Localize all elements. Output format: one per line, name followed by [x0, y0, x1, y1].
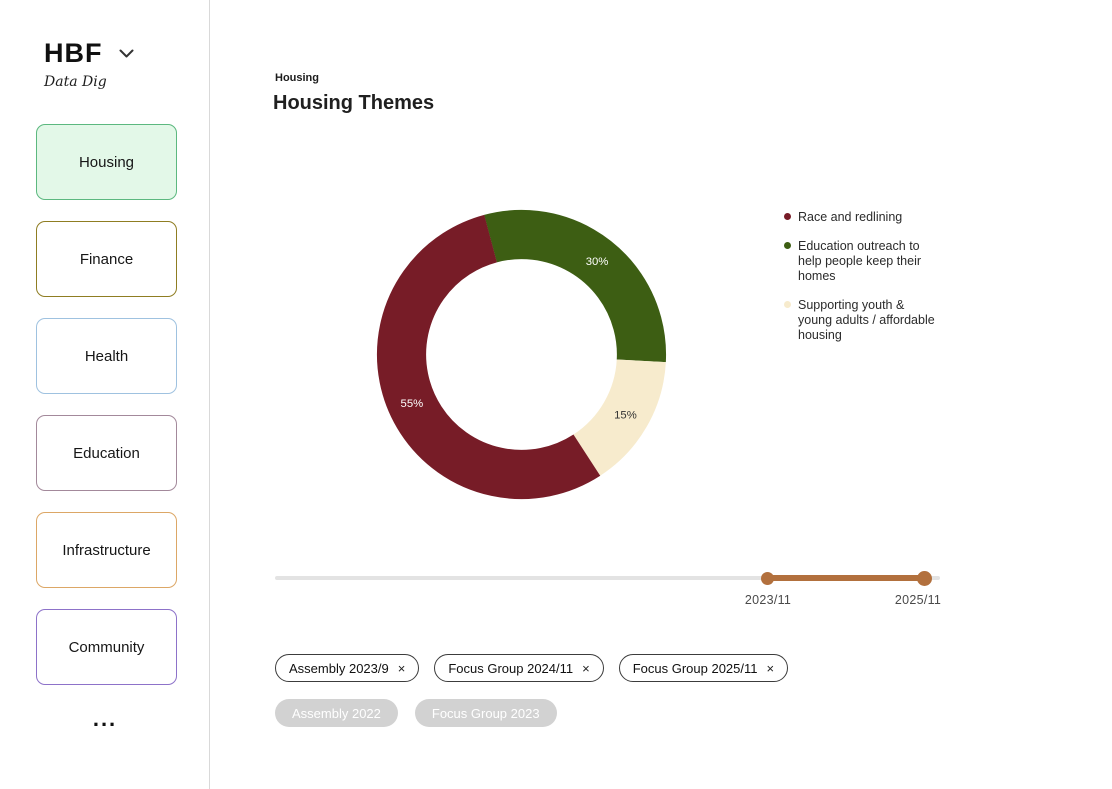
logo-row: HBF — [44, 38, 134, 69]
timeline-handle-start[interactable] — [761, 572, 774, 585]
logo: HBF — [44, 38, 103, 68]
chevron-down-icon[interactable] — [119, 49, 134, 59]
legend-dot-icon — [784, 242, 791, 249]
donut-segment-value-label: 30% — [586, 256, 609, 268]
sidebar-item-housing[interactable]: Housing — [36, 124, 177, 200]
donut-chart: 30% 15% 55% — [374, 207, 669, 502]
sidebar-item-infrastructure[interactable]: Infrastructure — [36, 512, 177, 588]
filter-chip-active[interactable]: Assembly 2023/9 × — [275, 654, 420, 682]
filter-chip-inactive[interactable]: Focus Group 2023 — [414, 699, 557, 727]
inactive-filter-chips: Assembly 2022 Focus Group 2023 — [275, 699, 557, 727]
timeline-handle-end[interactable] — [917, 571, 932, 586]
remove-filter-icon[interactable]: × — [582, 660, 590, 676]
legend-label: Supporting youth & young adults / afford… — [798, 298, 935, 342]
sidebar-nav: Housing Finance Health Education Infrastruct… — [36, 124, 177, 685]
legend-label: Education outreach to help people keep t… — [798, 239, 922, 283]
sidebar-more-button[interactable]: ... — [92, 706, 118, 731]
timeline-end-label: 2025/11 — [894, 593, 942, 607]
filter-chip-label: Assembly 2023/9 — [289, 660, 389, 676]
legend-item: Supporting youth & young adults / afford… — [784, 298, 936, 343]
legend-dot-icon — [784, 301, 791, 308]
donut-segment-3[interactable] — [374, 207, 669, 502]
donut-segment-value-label: 55% — [401, 398, 424, 410]
logo-subtitle: Data Dig — [44, 74, 107, 90]
legend-item: Race and redlining — [784, 210, 936, 225]
filter-chip-label: Focus Group 2024/11 — [448, 660, 574, 676]
sidebar-item-health[interactable]: Health — [36, 318, 177, 394]
sidebar-item-education[interactable]: Education — [36, 415, 177, 491]
legend-dot-icon — [784, 213, 791, 220]
breadcrumb[interactable]: Housing — [275, 72, 319, 84]
remove-filter-icon[interactable]: × — [766, 660, 775, 676]
filter-chip-label: Focus Group 2025/11 — [632, 660, 758, 676]
page-title: Housing Themes — [273, 92, 435, 114]
filter-chip-active[interactable]: Focus Group 2024/11 × — [434, 654, 604, 682]
filter-chip-active[interactable]: Focus Group 2025/11 × — [618, 654, 789, 682]
remove-filter-icon[interactable]: × — [397, 660, 406, 676]
timeline-slider-track[interactable] — [275, 576, 940, 580]
timeline-start-label: 2023/11 — [744, 593, 792, 607]
chart-legend: Race and redlining Education outreach to … — [784, 210, 936, 343]
sidebar-item-community[interactable]: Community — [36, 609, 177, 685]
donut-segment-value-label: 15% — [614, 409, 637, 421]
filter-chip-inactive[interactable]: Assembly 2022 — [275, 699, 398, 727]
sidebar: HBF Data Dig Housing Finance Health Educati… — [0, 0, 210, 789]
legend-item: Education outreach to help people keep t… — [784, 239, 936, 284]
sidebar-item-finance[interactable]: Finance — [36, 221, 177, 297]
active-filter-chips: Assembly 2023/9 × Focus Group 2024/11 × Focu… — [275, 654, 789, 682]
legend-label: Race and redlining — [798, 210, 903, 224]
timeline-slider-range[interactable] — [766, 575, 926, 581]
donut-segment-2[interactable] — [376, 209, 667, 500]
